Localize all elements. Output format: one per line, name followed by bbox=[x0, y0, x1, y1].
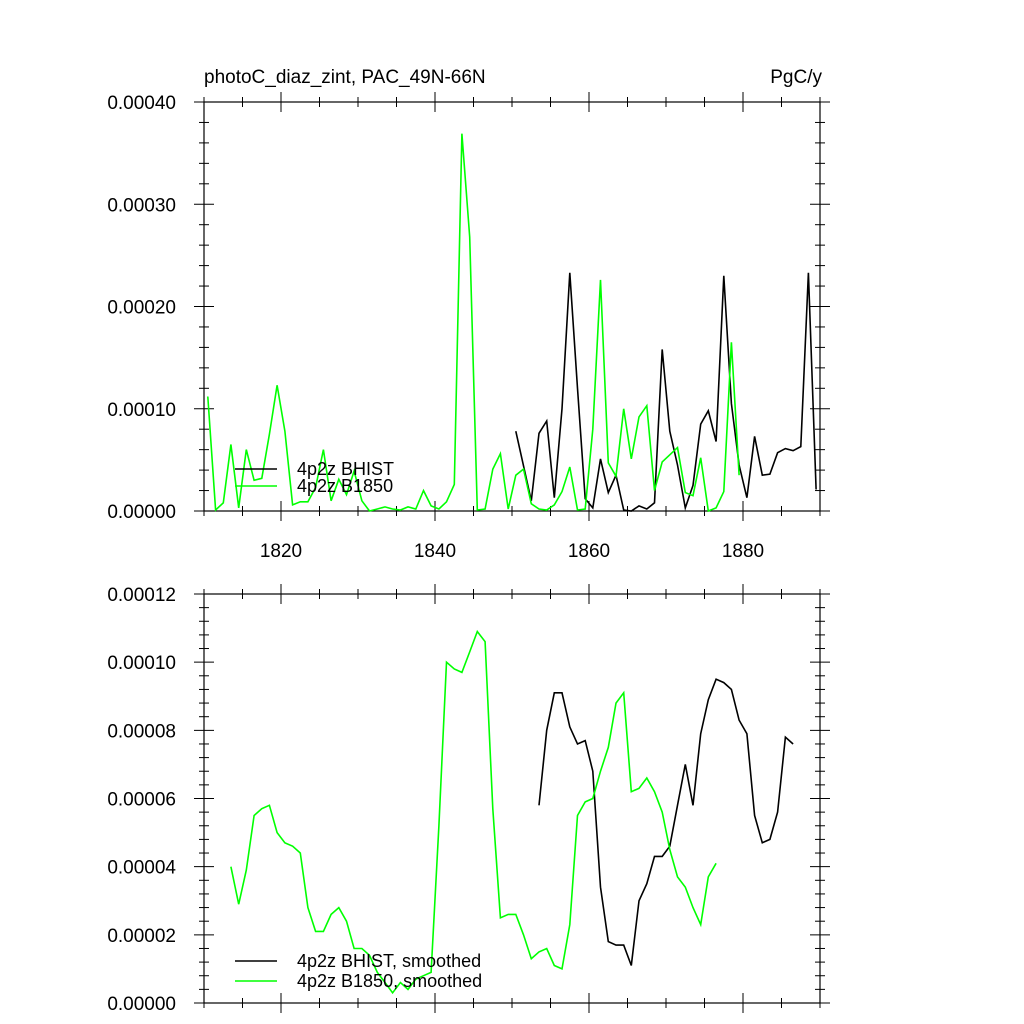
y-tick-label: 0.00040 bbox=[107, 93, 176, 114]
x-tick-label: 1840 bbox=[414, 541, 456, 562]
y-tick-label: 0.00000 bbox=[107, 994, 176, 1015]
y-tick-label: 0.00000 bbox=[107, 502, 176, 523]
series-line bbox=[230, 629, 717, 995]
plot-frame bbox=[203, 593, 821, 1004]
x-tick-label: 1860 bbox=[568, 541, 610, 562]
y-tick-label: 0.00006 bbox=[107, 790, 176, 811]
y-tick-label: 0.00012 bbox=[107, 585, 176, 606]
legend-label: 4p2z B1850, smoothed bbox=[297, 971, 482, 991]
bottom-panel: 0.00000 0.00002 0.00004 0.00006 0.00008 0.000… bbox=[107, 584, 830, 1015]
series-line bbox=[207, 133, 740, 513]
y-tick-label: 0.00010 bbox=[107, 653, 176, 674]
units-label: PgC/y bbox=[770, 67, 822, 88]
series-line bbox=[515, 272, 817, 512]
legend-label: 4p2z BHIST, smoothed bbox=[297, 951, 481, 971]
series-line bbox=[538, 678, 794, 966]
top-panel: 1820 1840 1860 1880 0.00000 0.00010 0.00020 0.0… bbox=[107, 92, 830, 562]
y-tick-label: 0.00020 bbox=[107, 298, 176, 319]
y-tick-label: 0.00030 bbox=[107, 195, 176, 216]
plot-frame bbox=[203, 101, 821, 512]
y-tick-label: 0.00008 bbox=[107, 721, 176, 742]
figure-title: photoC_diaz_zint, PAC_49N-66N bbox=[204, 67, 486, 88]
x-tick-label: 1820 bbox=[260, 541, 302, 562]
y-tick-label: 0.00004 bbox=[107, 858, 176, 879]
x-tick-label: 1880 bbox=[722, 541, 764, 562]
legend-label: 4p2z B1850 bbox=[297, 476, 393, 496]
y-tick-label: 0.00002 bbox=[107, 926, 176, 947]
y-tick-label: 0.00010 bbox=[107, 400, 176, 421]
legend-label: 4p2z BHIST bbox=[297, 459, 394, 479]
